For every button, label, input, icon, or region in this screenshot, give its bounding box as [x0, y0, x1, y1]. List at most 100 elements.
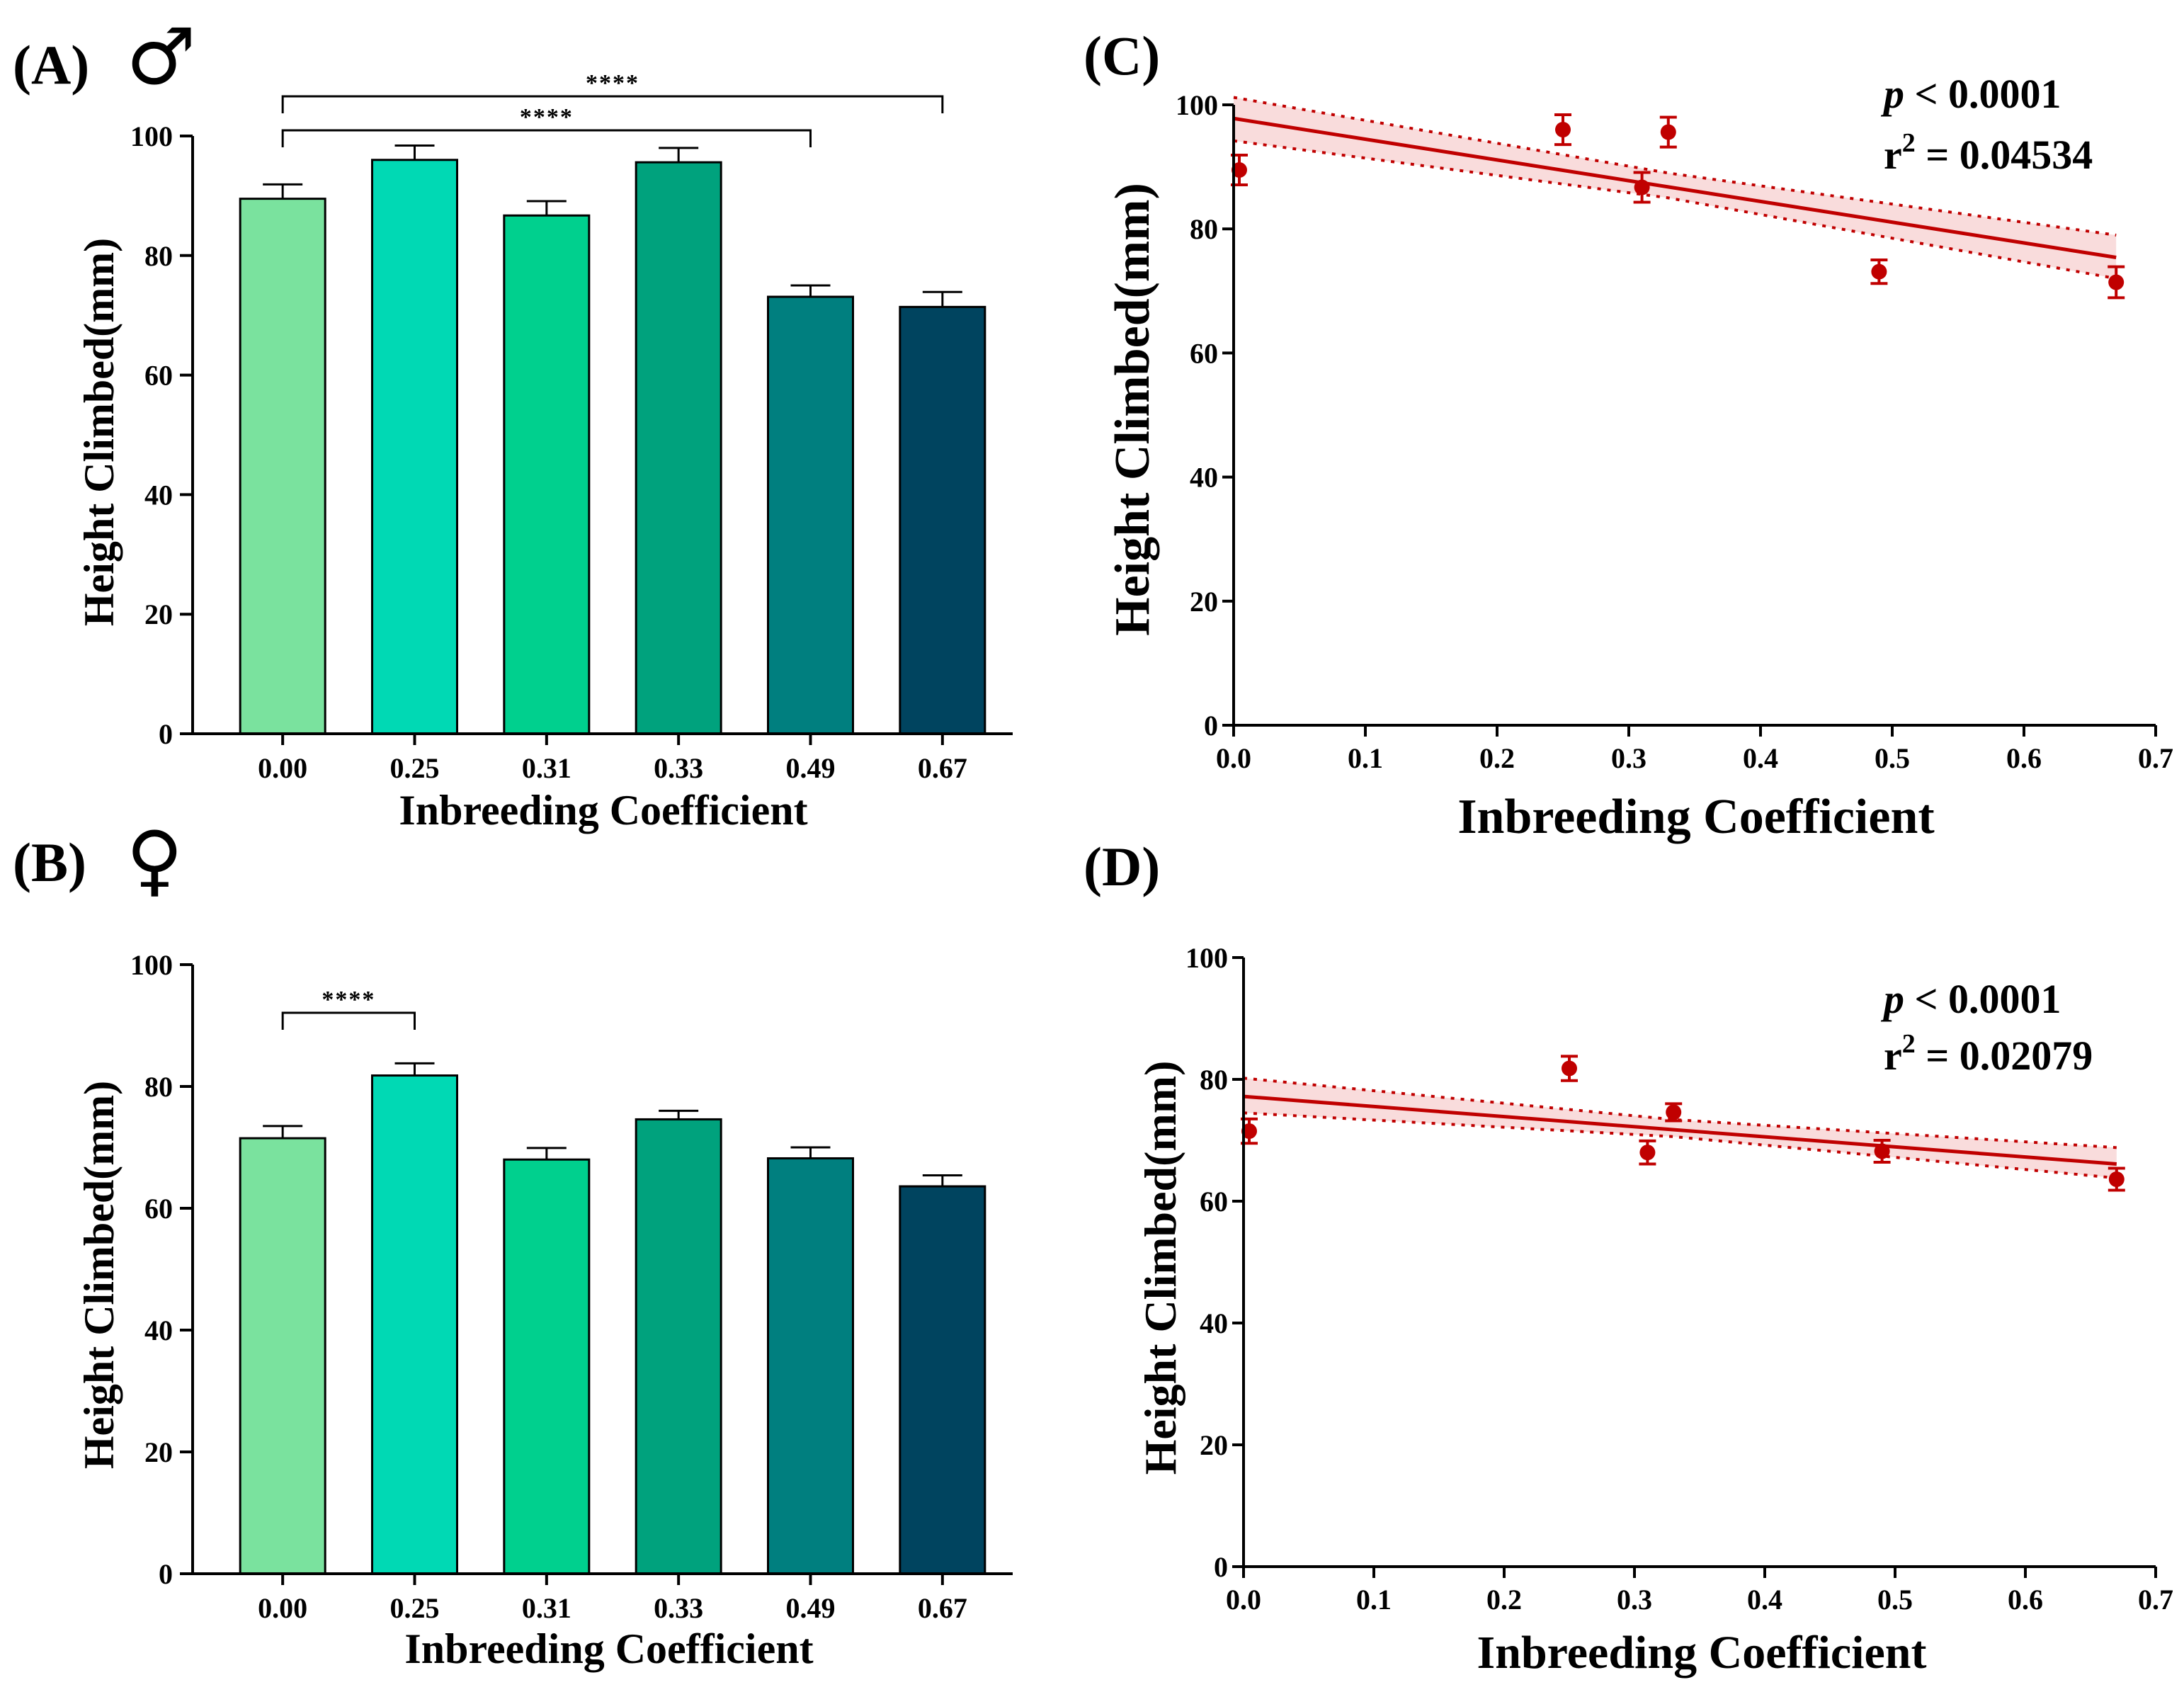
panel-c-label: (C): [1084, 25, 1160, 86]
panel-b-bar-0.25: [371, 1074, 458, 1575]
panel-a-y-axis-title: Height Climbed(mm): [76, 238, 123, 626]
panel-c-data-point: [1660, 124, 1676, 140]
panel-c-confidence-lower: [1233, 139, 2117, 280]
panel-c-r-squared: r2 = 0.04534: [1884, 128, 2093, 178]
panel-c-data-point: [1232, 161, 1247, 178]
panel-b-x-tick-label: 0.31: [522, 1592, 571, 1624]
panel-d-y-tick-label: 100: [1185, 942, 1228, 974]
panel-d-x-tick-label: 0.0: [1226, 1584, 1261, 1616]
panel-c-x-tick-label: 0.7: [2138, 742, 2173, 774]
panel-b-bar-0.00: [239, 1137, 326, 1575]
panel-a-y-tick-label: 80: [144, 240, 173, 272]
panel-d-data-point: [1666, 1104, 1682, 1120]
panel-a-y-tick-label: 0: [159, 718, 173, 750]
panel-a-significance-bracket: [281, 129, 812, 147]
panel-c-y-tick-label: 0: [1204, 710, 1218, 742]
panel-a-y-tick-label: 60: [144, 360, 173, 392]
panel-b-y-tick-label: 0: [159, 1558, 173, 1590]
panel-d-data-point: [1639, 1145, 1656, 1161]
panel-d-regression-line: [1243, 1094, 2117, 1166]
panel-d-regression-chart: (D) p < 0.0001 r2 = 0.02079 0 20 40 60 80 100…: [1084, 836, 2173, 1679]
panel-a-bar-0.67: [899, 305, 986, 735]
panel-a-bar-0.49: [767, 295, 854, 735]
panel-d-x-axis-title: Inbreeding Coefficient: [1477, 1627, 1927, 1679]
panel-b-bar-0.67: [899, 1185, 986, 1575]
panel-d-x-tick-label: 0.5: [1877, 1584, 1913, 1616]
panel-d-x-tick-label: 0.4: [1747, 1584, 1782, 1616]
panel-a-significance-label: ****: [520, 104, 574, 130]
panel-d-p-rest: < 0.0001: [1904, 976, 2061, 1022]
panel-a-bar-0.31: [503, 214, 591, 735]
panel-a-bar-0.33: [635, 161, 722, 735]
panel-d-data-point: [1874, 1143, 1890, 1159]
panel-a-significance-bracket: [281, 95, 944, 113]
panel-a-bar-0.25: [371, 159, 458, 735]
panel-b-bar-chart: (B) ♀ **** 0.00 0.25 0.31 0.33 0.49 0.67 0 20 40…: [13, 814, 1013, 1672]
panel-c-regression-line: [1233, 116, 2117, 259]
panel-d-p-symbol: p: [1880, 976, 1904, 1022]
panel-b-significance-label: ****: [322, 987, 375, 1013]
panel-c-y-tick-label: 60: [1190, 337, 1218, 369]
panel-a-x-tick-label: 0.67: [918, 752, 967, 784]
panel-c-y-tick-label: 20: [1190, 586, 1218, 618]
panel-a-y-tick-label: 40: [144, 479, 173, 511]
panel-d-data-point: [2108, 1171, 2125, 1188]
panel-a-x-tick-label: 0.25: [390, 752, 440, 784]
panel-c-p-value: p < 0.0001: [1880, 71, 2061, 117]
panel-a-significance-label: ****: [586, 70, 639, 96]
panel-d-r-rest: = 0.02079: [1916, 1033, 2093, 1079]
panel-d-x-tick-label: 0.2: [1486, 1584, 1522, 1616]
panel-c-x-tick-label: 0.6: [2006, 742, 2042, 774]
panel-c-y-axis-title: Height Climbed(mm): [1105, 183, 1160, 636]
panel-c-data-point: [2108, 274, 2125, 290]
panel-d-data-point: [1241, 1123, 1257, 1140]
panel-d-y-tick-label: 0: [1214, 1551, 1228, 1583]
panel-c-y-tick-label: 40: [1190, 462, 1218, 494]
panel-c-x-axis-title: Inbreeding Coefficient: [1457, 790, 1934, 844]
panel-a-y-tick-label: 100: [130, 120, 173, 152]
panel-b-x-tick-label: 0.33: [654, 1592, 703, 1624]
panel-c-x-tick-label: 0.4: [1743, 742, 1778, 774]
panel-d-y-tick-label: 40: [1200, 1307, 1228, 1339]
panel-c-data-point: [1634, 179, 1650, 195]
panel-a-label: (A): [13, 34, 89, 96]
panel-b-y-axis-title: Height Climbed(mm): [76, 1081, 123, 1469]
panel-c-y-tick-label: 80: [1190, 213, 1218, 245]
panel-c-p-symbol: p: [1880, 71, 1904, 117]
panel-c-x-tick-label: 0.1: [1348, 742, 1383, 774]
panel-b-x-tick-label: 0.25: [390, 1592, 440, 1624]
panel-d-y-tick-label: 20: [1200, 1429, 1228, 1461]
panel-c-p-rest: < 0.0001: [1904, 71, 2061, 117]
panel-c-r-rest: = 0.04534: [1916, 132, 2093, 178]
panel-d-x-tick-label: 0.6: [2008, 1584, 2043, 1616]
panel-a-y-tick-label: 20: [144, 598, 173, 630]
panel-c-data-point: [1555, 122, 1571, 138]
panel-a-x-axis-title: Inbreeding Coefficient: [399, 787, 807, 834]
panel-b-x-tick-label: 0.49: [786, 1592, 836, 1624]
panel-d-x-tick-label: 0.3: [1617, 1584, 1652, 1616]
panel-d-r-sup: 2: [1902, 1029, 1916, 1059]
panel-a-x-tick-label: 0.33: [654, 752, 703, 784]
panel-b-y-tick-label: 60: [144, 1193, 173, 1225]
panel-c-data-point: [1871, 263, 1887, 280]
panel-b-y-tick-label: 100: [130, 949, 173, 981]
panel-c-r-symbol: r: [1884, 132, 1902, 178]
panel-d-label: (D): [1084, 836, 1160, 897]
panel-c-x-tick-label: 0.2: [1479, 742, 1515, 774]
panel-d-data-point: [1562, 1060, 1577, 1077]
panel-b-x-tick-label: 0.67: [918, 1592, 967, 1624]
panel-d-y-tick-label: 80: [1200, 1064, 1228, 1096]
panel-a-x-tick-label: 0.00: [258, 752, 307, 784]
panel-a-bar-chart: (A) ♂ **** **** 0.00 0.25 0.31 0.33 0.49 0.67 0…: [13, 11, 1013, 834]
panel-b-x-tick-label: 0.00: [258, 1592, 307, 1624]
panel-a-bar-0.00: [239, 198, 326, 735]
panel-c-r-sup: 2: [1902, 128, 1916, 158]
panel-c-x-tick-label: 0.3: [1611, 742, 1646, 774]
panel-b-y-tick-label: 40: [144, 1315, 173, 1346]
panel-c-y-tick-label: 100: [1176, 89, 1218, 121]
panel-b-significance-bracket: [281, 1011, 416, 1030]
panel-d-r-squared: r2 = 0.02079: [1884, 1029, 2093, 1079]
panel-d-p-value: p < 0.0001: [1880, 976, 2061, 1022]
panel-b-label: (B): [13, 831, 86, 893]
panel-b-bar-0.33: [635, 1118, 722, 1575]
